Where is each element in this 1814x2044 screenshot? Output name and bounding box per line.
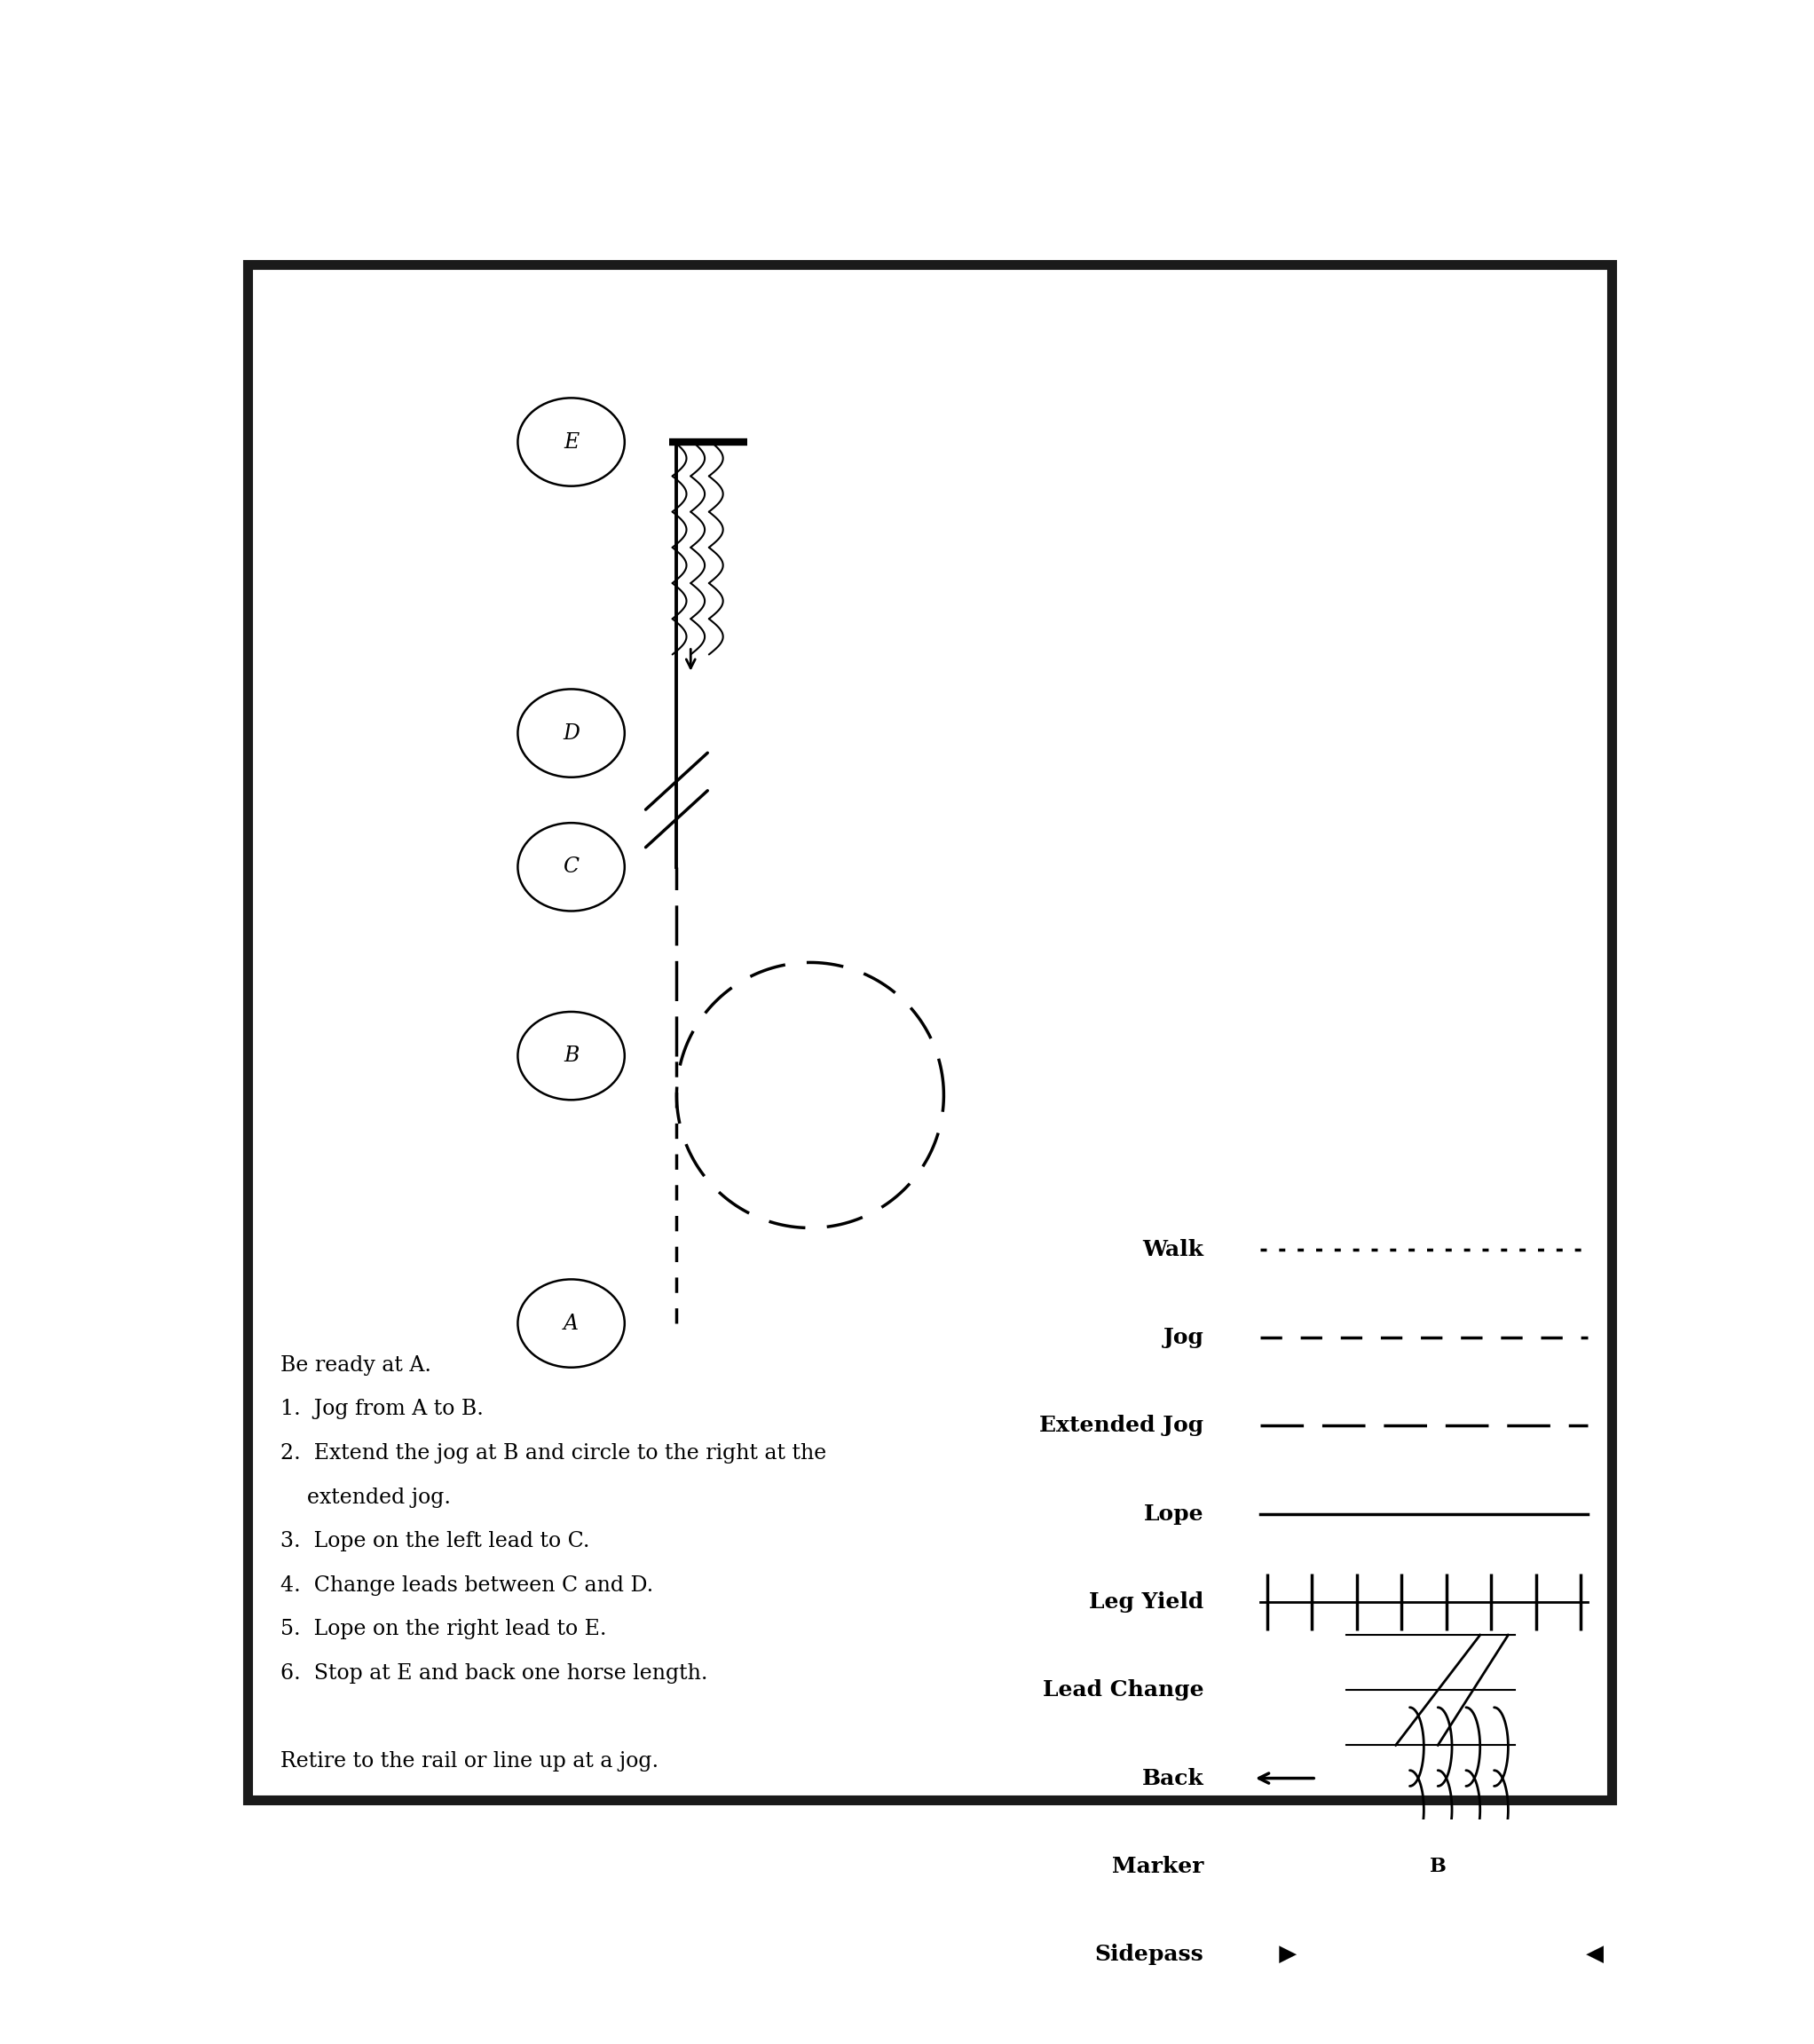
Text: A: A <box>564 1312 579 1333</box>
Text: E: E <box>564 431 579 452</box>
Text: Back: Back <box>1143 1768 1204 1788</box>
Text: 6.  Stop at E and back one horse length.: 6. Stop at E and back one horse length. <box>279 1664 707 1684</box>
Text: Marker: Marker <box>1112 1856 1204 1876</box>
Text: D: D <box>562 724 580 744</box>
Text: extended jog.: extended jog. <box>279 1488 450 1508</box>
Text: 4.  Change leads between C and D.: 4. Change leads between C and D. <box>279 1576 653 1596</box>
Text: 2.  Extend the jog at B and circle to the right at the: 2. Extend the jog at B and circle to the… <box>279 1443 825 1464</box>
Text: C: C <box>562 856 579 877</box>
Text: Walk: Walk <box>1143 1239 1204 1259</box>
Text: Extended Jog: Extended Jog <box>1039 1414 1204 1437</box>
Text: B: B <box>1429 1856 1446 1876</box>
Text: Be ready at A.: Be ready at A. <box>279 1355 432 1376</box>
Text: Jog: Jog <box>1163 1327 1204 1349</box>
Text: Leg Yield: Leg Yield <box>1088 1592 1204 1613</box>
Text: Retire to the rail or line up at a jog.: Retire to the rail or line up at a jog. <box>279 1752 658 1772</box>
Text: 1.  Jog from A to B.: 1. Jog from A to B. <box>279 1398 483 1419</box>
Text: Sidepass: Sidepass <box>1096 1944 1204 1964</box>
Text: 5.  Lope on the right lead to E.: 5. Lope on the right lead to E. <box>279 1619 606 1639</box>
Text: 3.  Lope on the left lead to C.: 3. Lope on the left lead to C. <box>279 1531 590 1551</box>
Text: Lead Change: Lead Change <box>1043 1680 1204 1701</box>
Text: Lope: Lope <box>1145 1502 1204 1525</box>
Text: B: B <box>564 1047 579 1067</box>
